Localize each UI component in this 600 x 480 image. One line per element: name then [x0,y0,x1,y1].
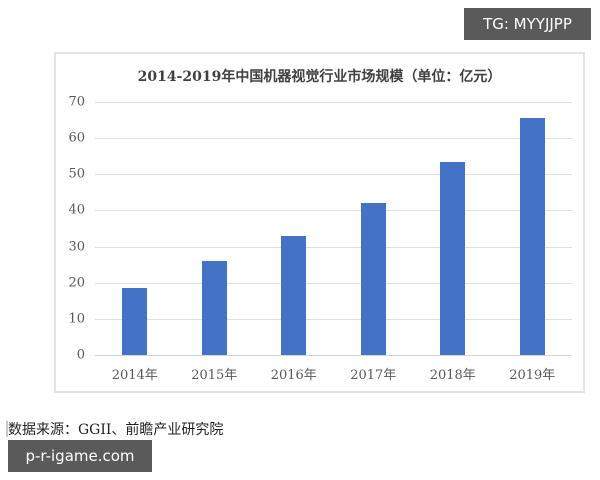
gridline [95,138,572,140]
x-tick-label: 2014年 [111,368,158,383]
x-tick-label: 2015年 [191,368,238,383]
bar [519,118,545,355]
source-marker [6,421,8,437]
gridline [95,174,572,176]
watermark-bottom-left: p-r-igame.com [8,440,152,472]
x-tick-label: 2017年 [350,368,397,383]
y-tick-label: 0 [76,347,85,363]
chart-title: 2014-2019年中国机器视觉行业市场规模（单位：亿元） [137,69,502,85]
plot-area: 0 10 20 30 40 50 60 70 2014年 2015年 2016年 2017年 2018年… [68,95,572,383]
y-tick-label: 60 [68,130,85,146]
y-tick-label: 10 [68,311,85,327]
source-note: 数据来源：GGII、前瞻产业研究院 [8,422,224,438]
x-tick-label: 2018年 [429,368,476,383]
gridline [95,282,572,284]
y-tick-label: 50 [68,166,85,182]
bar [122,288,148,355]
gridline [95,210,572,212]
y-tick-label: 40 [68,202,85,218]
bar [440,161,466,355]
bar [201,261,227,355]
x-tick-label: 2019年 [509,368,556,383]
bar [360,203,386,355]
gridline [95,246,572,248]
y-tick-label: 70 [68,94,85,110]
bar [281,235,307,355]
y-tick-label: 20 [68,275,85,291]
x-tick-label: 2016年 [270,368,317,383]
chart-frame: 2014-2019年中国机器视觉行业市场规模（单位：亿元） 0 10 20 30 40 5… [54,52,585,393]
gridline [95,318,572,320]
gridline [95,355,572,356]
watermark-top-right: TG: MYYJJPP [464,8,591,40]
gridline [95,102,572,103]
y-tick-label: 30 [68,239,85,255]
